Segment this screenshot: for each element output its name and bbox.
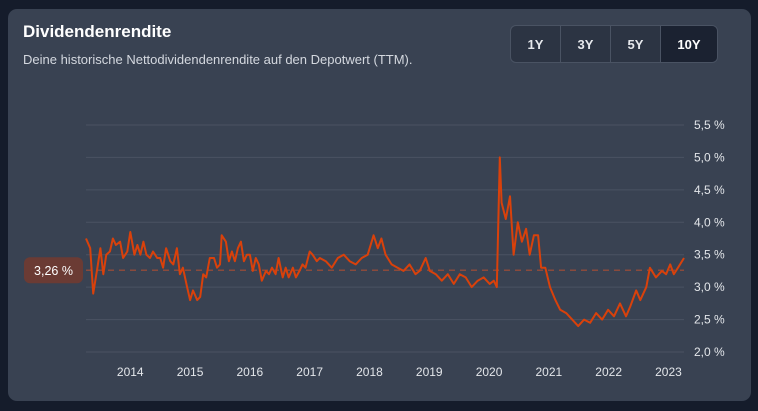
y-tick-label: 5,5 % [694,118,725,132]
yield-line [85,156,685,328]
x-tick-label: 2022 [595,365,622,379]
x-tick-label: 2014 [117,365,144,379]
y-tick-label: 2,5 % [694,313,725,327]
card-subtitle: Deine historische Nettodividendenrendite… [23,52,413,67]
x-tick-label: 2018 [356,365,383,379]
x-tick-label: 2017 [296,365,323,379]
y-tick-label: 4,5 % [694,183,725,197]
x-tick-label: 2023 [655,365,682,379]
x-tick-label: 2019 [416,365,443,379]
time-range-selector: 1Y 3Y 5Y 10Y [510,25,718,63]
x-tick-label: 2016 [237,365,264,379]
range-10y-button[interactable]: 10Y [661,26,717,62]
y-tick-label: 3,0 % [694,280,725,294]
x-tick-label: 2015 [177,365,204,379]
card-title: Dividendenrendite [23,22,172,41]
y-tick-label: 3,5 % [694,248,725,262]
average-label: 3,26 % [34,264,73,278]
x-tick-label: 2021 [536,365,563,379]
range-1y-button[interactable]: 1Y [511,26,561,62]
range-3y-button[interactable]: 3Y [561,26,611,62]
y-tick-label: 5,0 % [694,150,725,164]
average-badge [24,257,83,284]
x-tick-label: 2020 [476,365,503,379]
y-tick-label: 4,0 % [694,215,725,229]
y-tick-label: 2,0 % [694,345,725,359]
range-5y-button[interactable]: 5Y [611,26,661,62]
dividend-yield-card [8,9,751,401]
